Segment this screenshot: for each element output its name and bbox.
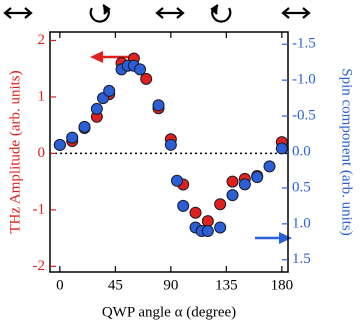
- data-point: [214, 198, 227, 211]
- linear-icon: [155, 7, 185, 19]
- y-tick-label: 0: [38, 145, 46, 161]
- data-point: [171, 174, 184, 187]
- y-axis-label: THz Amplitude (arb. units): [7, 70, 23, 233]
- y2-tick-label: 1.5: [292, 251, 311, 267]
- y-tick-label: 2: [38, 32, 46, 48]
- data-point: [238, 178, 251, 191]
- x-tick-label: 0: [56, 277, 64, 293]
- data-point: [263, 160, 276, 173]
- data-point: [103, 84, 116, 97]
- data-point: [152, 99, 165, 112]
- y2-axis-label: Spin component (arb. units): [339, 68, 355, 235]
- data-point: [251, 171, 264, 184]
- y2-tick-label: -0.5: [292, 108, 316, 124]
- data-point: [53, 138, 66, 151]
- y2-tick-label: -1.0: [292, 72, 316, 88]
- y-tick-label: -2: [33, 258, 46, 274]
- x-tick-label: 90: [163, 277, 178, 293]
- data-point: [214, 221, 227, 234]
- data-point: [201, 215, 214, 228]
- x-tick-label: 45: [108, 277, 123, 293]
- data-point: [134, 63, 147, 76]
- data-point: [177, 199, 190, 212]
- x-tick-label: 180: [271, 277, 294, 293]
- data-point: [164, 138, 177, 151]
- linear-icon: [281, 7, 311, 19]
- data-point: [275, 142, 288, 155]
- linear-icon: [3, 7, 33, 19]
- x-tick-label: 135: [215, 277, 238, 293]
- data-point: [201, 225, 214, 238]
- circular-icon: [89, 4, 111, 23]
- y2-tick-label: 0.0: [292, 143, 311, 159]
- red-arrow: [90, 51, 128, 63]
- x-axis-label: QWP angle α (degree): [102, 304, 236, 320]
- polarization-icons: [3, 4, 311, 23]
- y-tick-label: 1: [38, 88, 46, 104]
- y2-tick-label: 0.5: [292, 179, 311, 195]
- data-point: [78, 120, 91, 133]
- data-point: [226, 189, 239, 202]
- data-point: [226, 175, 239, 188]
- y2-tick-label: 1.0: [292, 215, 311, 231]
- plot-frame: [49, 31, 289, 273]
- y2-tick-label: -1.5: [292, 36, 316, 52]
- data-point: [189, 206, 202, 219]
- data-point: [90, 102, 103, 115]
- data-point: [140, 72, 153, 85]
- data-point: [66, 131, 79, 144]
- circular-icon: [210, 4, 232, 23]
- blue-arrow: [255, 232, 292, 244]
- y-tick-label: -1: [33, 201, 46, 217]
